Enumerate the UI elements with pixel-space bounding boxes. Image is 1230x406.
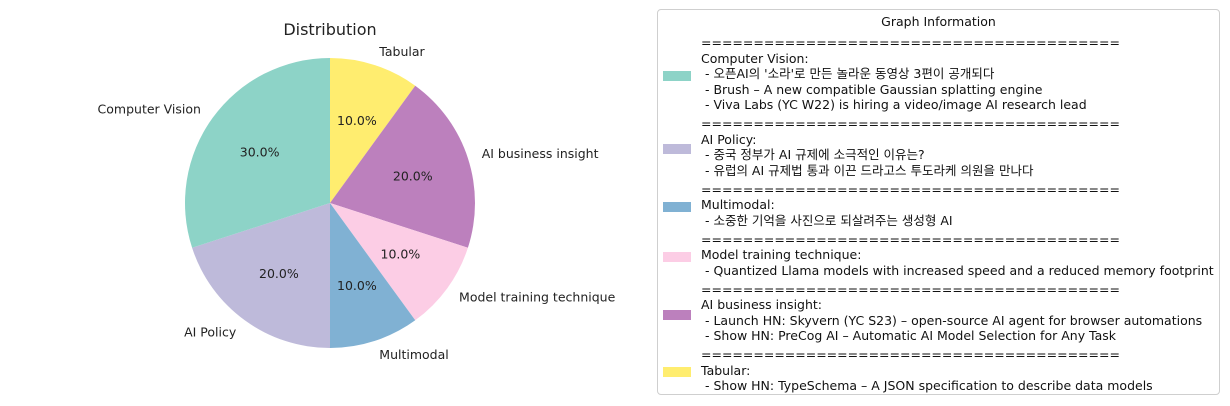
legend-heading: Computer Vision: <box>701 50 809 66</box>
slice-label-multimodal: Multimodal <box>379 347 448 362</box>
legend-separator: ======================================== <box>701 347 1120 362</box>
slice-label-ai-business-insight: AI business insight <box>482 146 599 161</box>
legend-item: - Launch HN: Skyvern (YC S23) – open-sou… <box>701 312 1203 328</box>
legend-item: - Show HN: TypeSchema – A JSON specifica… <box>701 378 1153 393</box>
pct-label-model-training-technique: 10.0% <box>381 247 421 262</box>
pie-slice-computer-vision <box>184 58 330 248</box>
legend-heading: AI business insight: <box>701 297 823 312</box>
legend-swatch <box>663 201 691 212</box>
legend: Graph Information ======================… <box>657 9 1220 395</box>
legend-item: - Viva Labs (YC W22) is hiring a video/i… <box>701 97 1087 112</box>
pie-chart: Distribution 10.0% Tabular 20.0% AI busines… <box>98 20 616 362</box>
pie-labels: 10.0% Tabular 20.0% AI business insight 10.0… <box>98 44 616 362</box>
pie-slice-model-training-technique <box>330 203 468 321</box>
legend-item: - 중국 정부가 AI 규제에 소극적인 이유는? <box>701 147 925 162</box>
legend-separator: ======================================== <box>701 116 1120 131</box>
slice-label-computer-vision: Computer Vision <box>98 102 201 117</box>
legend-item: - Show HN: PreCog AI – Automatic AI Mode… <box>701 328 1117 343</box>
legend-item: - 오픈AI의 '소라'로 만든 놀라운 동영상 3편이 공개되다 <box>701 66 995 81</box>
legend-separator: ======================================== <box>701 281 1120 297</box>
pie-slice-tabular <box>330 58 416 203</box>
slice-label-model-training-technique: Model training technique <box>459 289 616 304</box>
pie-slice-multimodal <box>330 203 416 348</box>
legend-heading: AI Policy: <box>701 131 757 147</box>
legend-separator: ======================================== <box>701 181 1120 197</box>
legend-title: Graph Information <box>881 14 996 29</box>
legend-item: - Quantized Llama models with increased … <box>701 262 1214 278</box>
pie-slices <box>184 58 475 348</box>
pct-label-computer-vision: 30.0% <box>240 144 280 159</box>
legend-separator: ======================================== <box>701 35 1120 50</box>
legend-heading: Model training technique: <box>701 247 862 262</box>
legend-item: - 소중한 기억을 사진으로 되살려주는 생성형 AI <box>701 212 953 228</box>
legend-swatch <box>663 144 691 154</box>
chart-title: Distribution <box>283 20 376 39</box>
slice-label-ai-policy: AI Policy <box>184 325 237 340</box>
legend-swatch <box>663 309 691 320</box>
legend-heading: Tabular: <box>701 362 751 378</box>
legend-swatch <box>663 367 691 378</box>
legend-item: - 유럽의 AI 규제법 통과 이끈 드라고스 투도라케 의원을 만나다 <box>701 162 1034 178</box>
legend-heading: Multimodal: <box>701 197 775 212</box>
pct-label-multimodal: 10.0% <box>337 278 377 293</box>
legend-swatch <box>663 70 691 81</box>
pct-label-ai-business-insight: 20.0% <box>393 169 433 184</box>
legend-item: - Brush – A new compatible Gaussian spla… <box>701 81 1043 97</box>
pct-label-tabular: 10.0% <box>337 113 377 128</box>
slice-label-tabular: Tabular <box>378 44 425 59</box>
pie-slice-ai-business-insight <box>330 85 475 248</box>
legend-separator: ======================================== <box>701 231 1120 247</box>
pie-slice-ai-policy <box>192 203 330 348</box>
pct-label-ai-policy: 20.0% <box>259 266 299 281</box>
legend-swatch <box>663 251 691 262</box>
